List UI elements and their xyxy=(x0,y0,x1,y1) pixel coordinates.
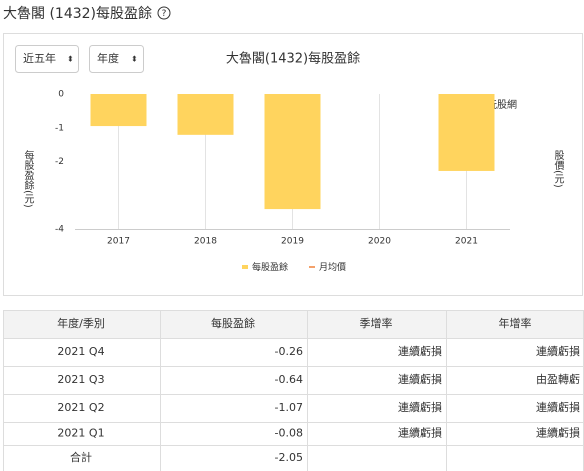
table-cell: 連續虧損 xyxy=(536,344,580,358)
x-tick-label: 2020 xyxy=(368,237,391,247)
legend-label: 每股盈餘 xyxy=(252,261,288,273)
table-cell: 合計 xyxy=(70,450,92,464)
table-cell: 連續虧損 xyxy=(398,400,442,414)
x-tick-label: 2018 xyxy=(194,237,217,247)
help-text: ? xyxy=(162,9,167,19)
column-header: 季增率 xyxy=(360,316,393,330)
legend-label: 月均價 xyxy=(319,261,346,273)
range-select[interactable] xyxy=(15,45,79,73)
bar xyxy=(177,94,234,135)
table-cell: 由盈轉虧 xyxy=(536,372,580,386)
table-cell: 2021 Q1 xyxy=(57,427,104,440)
y2-axis-label: 股價(元) xyxy=(552,150,564,188)
table-cell: -1.07 xyxy=(275,401,303,414)
table-cell: -0.64 xyxy=(275,373,303,386)
page-title: 大魯閣 (1432)每股盈餘 xyxy=(3,5,152,22)
x-tick-label: 2019 xyxy=(281,237,304,247)
table-cell: 連續虧損 xyxy=(398,426,442,440)
x-tick-label: 2021 xyxy=(455,237,478,247)
bar xyxy=(90,94,147,127)
range-select-text: 近五年 xyxy=(23,51,56,65)
table-cell: 2021 Q2 xyxy=(57,401,104,414)
table-cell: 2021 Q3 xyxy=(57,373,104,386)
x-tick-label: 2017 xyxy=(107,237,130,247)
y-tick-label: 0 xyxy=(58,90,64,100)
table-cell: 連續虧損 xyxy=(398,344,442,358)
y-axis-label: 每股盈餘(元) xyxy=(22,149,34,208)
y-tick-label: -2 xyxy=(55,157,64,167)
table-cell: 連續虧損 xyxy=(536,426,580,440)
table-cell: -0.08 xyxy=(275,427,303,440)
table-cell: 2021 Q4 xyxy=(57,345,104,358)
select-arrow: ⬍ xyxy=(131,55,138,64)
help-icon[interactable] xyxy=(157,6,171,20)
period-select[interactable] xyxy=(89,45,144,73)
table-header-bg xyxy=(3,310,584,338)
y-tick-label: -1 xyxy=(55,123,64,133)
table-cell: -0.26 xyxy=(275,345,303,358)
table-cell: 連續虧損 xyxy=(398,372,442,386)
column-header: 年增率 xyxy=(499,316,532,330)
chart-title: 大魯閣(1432)每股盈餘 xyxy=(226,51,360,67)
column-header: 每股盈餘 xyxy=(211,316,255,330)
period-select-text: 年度 xyxy=(97,51,119,65)
column-header: 年度/季別 xyxy=(57,316,105,330)
table-cell: -2.05 xyxy=(275,451,303,464)
select-arrow: ⬍ xyxy=(67,55,74,64)
legend-swatch xyxy=(242,265,248,269)
y-tick-label: -4 xyxy=(55,225,64,235)
bar xyxy=(264,94,321,210)
table-cell: 連續虧損 xyxy=(536,400,580,414)
bar xyxy=(438,94,495,171)
